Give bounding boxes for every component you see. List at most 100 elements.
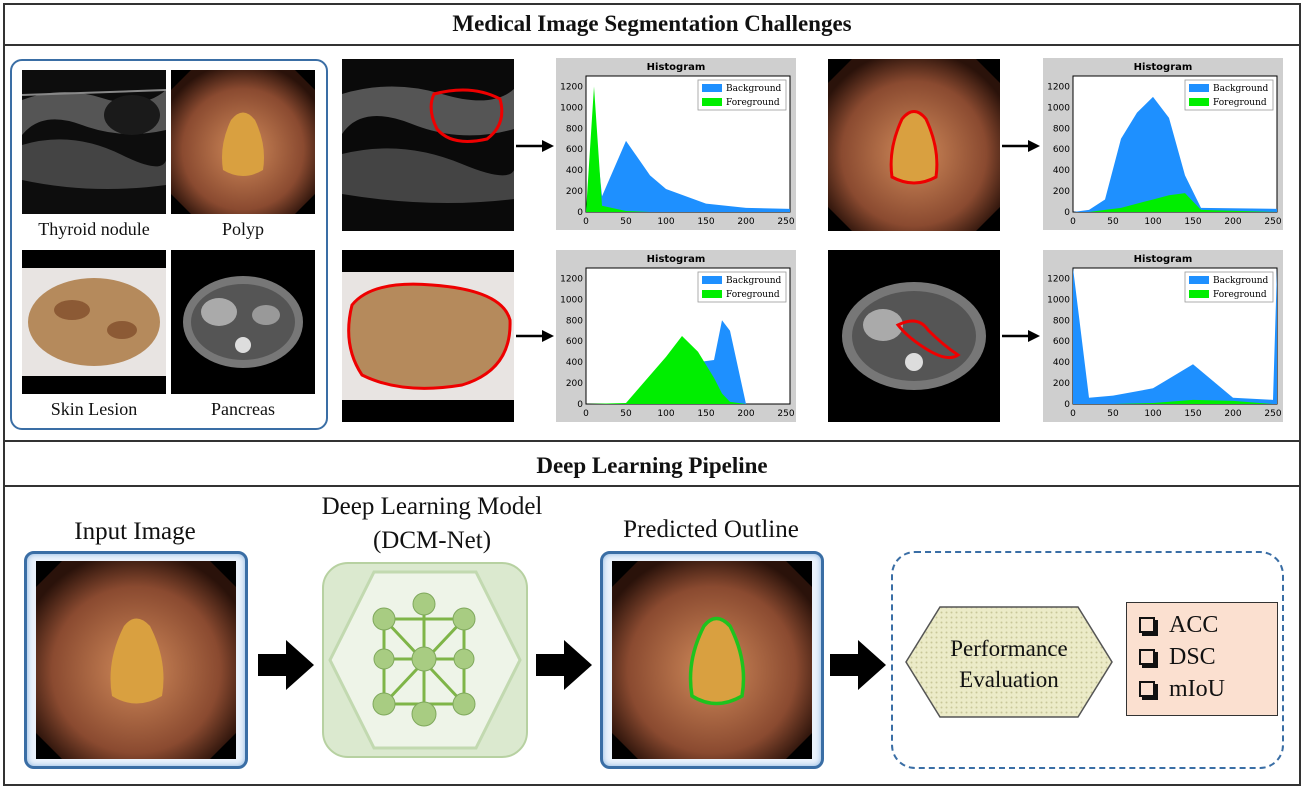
histogram-skin-svg: Histogram 0 50 100 150 200 250 0 200 400 600 800 100… bbox=[560, 254, 795, 419]
evaluation-line1: Performance bbox=[950, 636, 1068, 661]
legend-label: Background bbox=[726, 84, 782, 94]
evaluation-line2: Evaluation bbox=[959, 667, 1059, 692]
evaluation-group bbox=[891, 551, 1284, 769]
pancreas-annotated-graphic bbox=[842, 282, 986, 390]
y-tick-label: 800 bbox=[1053, 124, 1070, 134]
x-tick-label: 100 bbox=[657, 217, 674, 227]
histogram-thyroid: Histogram 0 50 100 150 200 250 0 200 400 600 800 100… bbox=[556, 58, 796, 230]
checkbox-icon bbox=[1139, 681, 1155, 697]
divider-mid bbox=[4, 440, 1300, 442]
x-tick-label: 0 bbox=[1070, 217, 1076, 227]
y-tick-label: 1000 bbox=[560, 295, 583, 305]
histogram-pancreas: Histogram 0 50 100 150 200 250 0 200 400 600 800 100… bbox=[1043, 250, 1283, 422]
predicted-polyp-graphic bbox=[612, 561, 812, 759]
y-tick-label: 0 bbox=[577, 208, 583, 218]
y-tick-label: 0 bbox=[577, 400, 583, 410]
legend-swatch bbox=[1189, 84, 1209, 92]
polyp-image bbox=[171, 70, 315, 214]
x-tick-label: 200 bbox=[737, 409, 754, 419]
checkbox-icon bbox=[1139, 617, 1155, 633]
legend-swatch bbox=[702, 98, 722, 106]
x-tick-label: 0 bbox=[583, 217, 589, 227]
thyroid-annotated-image bbox=[342, 59, 514, 231]
x-tick-label: 50 bbox=[1107, 409, 1119, 419]
legend-swatch bbox=[702, 84, 722, 92]
series-area-background bbox=[586, 117, 790, 212]
y-tick-label: 0 bbox=[1064, 400, 1070, 410]
legend-swatch bbox=[1189, 98, 1209, 106]
y-tick-label: 600 bbox=[566, 337, 583, 347]
thyroid-image bbox=[22, 70, 166, 214]
polyp-label: Polyp bbox=[221, 219, 264, 239]
metric-dsc: DSC bbox=[1139, 641, 1277, 673]
histogram-title: Histogram bbox=[1134, 62, 1193, 73]
x-tick-label: 150 bbox=[1184, 409, 1201, 419]
histogram-polyp-svg: Histogram 0 50 100 150 200 250 0 200 400 600 800 100… bbox=[1047, 62, 1282, 227]
polyp-endoscopy-graphic bbox=[171, 70, 315, 214]
y-tick-label: 1200 bbox=[560, 274, 583, 284]
x-tick-label: 250 bbox=[777, 217, 794, 227]
x-tick-label: 50 bbox=[1107, 217, 1119, 227]
skin-lesion-graphic bbox=[22, 268, 166, 376]
y-tick-label: 1200 bbox=[560, 82, 583, 92]
y-tick-label: 600 bbox=[566, 145, 583, 155]
legend-label: Background bbox=[1213, 276, 1269, 286]
legend-label: Background bbox=[726, 276, 782, 286]
x-tick-label: 150 bbox=[697, 217, 714, 227]
checkbox-icon bbox=[1139, 649, 1155, 665]
x-tick-label: 250 bbox=[1264, 217, 1281, 227]
legend-swatch bbox=[1189, 290, 1209, 298]
outer-frame bbox=[3, 3, 1301, 786]
predicted-outline-label: Predicted Outline bbox=[623, 516, 799, 543]
x-tick-label: 50 bbox=[620, 409, 632, 419]
neural-network-icon bbox=[328, 570, 522, 750]
model-box bbox=[322, 562, 528, 758]
legend-swatch bbox=[702, 290, 722, 298]
x-tick-label: 100 bbox=[1144, 409, 1161, 419]
histogram-title: Histogram bbox=[647, 254, 706, 265]
legend-label: Background bbox=[1213, 84, 1269, 94]
pancreas-image bbox=[171, 250, 315, 394]
y-tick-label: 400 bbox=[566, 358, 583, 368]
y-tick-label: 800 bbox=[1053, 316, 1070, 326]
y-tick-label: 200 bbox=[1053, 187, 1070, 197]
y-tick-label: 600 bbox=[1053, 337, 1070, 347]
y-tick-label: 0 bbox=[1064, 208, 1070, 218]
divider-top bbox=[4, 44, 1300, 46]
series-area-foreground bbox=[1073, 399, 1277, 404]
arrow-right-icon bbox=[516, 330, 554, 342]
legend-label: Foreground bbox=[726, 98, 780, 108]
input-polyp-graphic bbox=[36, 561, 236, 759]
y-tick-label: 600 bbox=[1053, 145, 1070, 155]
polyp-annotated-image bbox=[828, 59, 1000, 231]
x-tick-label: 150 bbox=[697, 409, 714, 419]
thyroid-annotated-graphic bbox=[342, 59, 514, 231]
arrow-right-icon bbox=[516, 140, 554, 152]
y-tick-label: 400 bbox=[1053, 358, 1070, 368]
x-tick-label: 200 bbox=[1224, 409, 1241, 419]
x-tick-label: 0 bbox=[583, 409, 589, 419]
metric-acc: ACC bbox=[1139, 609, 1277, 641]
y-tick-label: 1000 bbox=[1047, 295, 1070, 305]
arrow-right-icon bbox=[536, 640, 592, 690]
predicted-image bbox=[612, 561, 812, 759]
y-tick-label: 1200 bbox=[1047, 274, 1070, 284]
series-area-foreground bbox=[586, 336, 790, 404]
y-tick-label: 200 bbox=[566, 379, 583, 389]
pancreas-annotated-image bbox=[828, 250, 1000, 422]
series-area-foreground bbox=[1073, 193, 1277, 212]
y-tick-label: 1000 bbox=[560, 103, 583, 113]
y-tick-label: 400 bbox=[1053, 166, 1070, 176]
y-tick-label: 1000 bbox=[1047, 103, 1070, 113]
thyroid-label: Thyroid nodule bbox=[38, 219, 150, 239]
y-tick-label: 200 bbox=[566, 187, 583, 197]
metrics-checklist: ACC DSC mIoU bbox=[1126, 602, 1278, 716]
arrow-right-icon bbox=[1002, 330, 1040, 342]
histogram-title: Histogram bbox=[1134, 254, 1193, 265]
input-image bbox=[36, 561, 236, 759]
y-tick-label: 200 bbox=[1053, 379, 1070, 389]
histogram-pancreas-svg: Histogram 0 50 100 150 200 250 0 200 400 600 800 100… bbox=[1047, 254, 1282, 419]
skin-image bbox=[22, 250, 166, 394]
series-area-background bbox=[1073, 268, 1277, 404]
pancreas-ct-graphic bbox=[183, 276, 303, 368]
